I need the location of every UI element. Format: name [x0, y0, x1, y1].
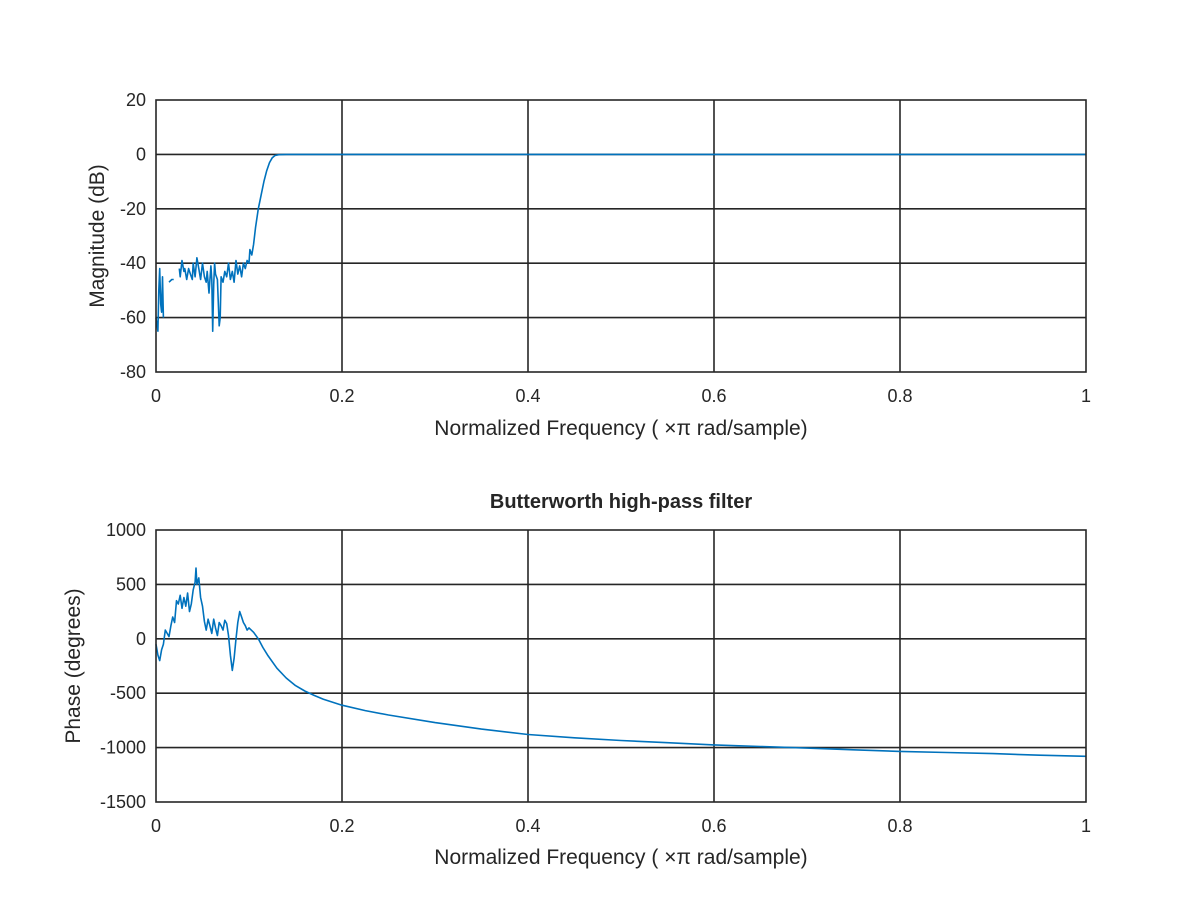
- y-tick-label: 20: [126, 90, 146, 110]
- x-tick-label: 0.8: [887, 816, 912, 836]
- series-line: [178, 153, 1086, 332]
- x-tick-label: 0: [151, 386, 161, 406]
- y-tick-label: 0: [136, 629, 146, 649]
- y-axis-label: Magnitude (dB): [86, 164, 109, 308]
- chart-title: Butterworth high-pass filter: [490, 491, 752, 513]
- y-tick-label: -500: [110, 683, 146, 703]
- x-tick-label: 0.8: [887, 386, 912, 406]
- series-line: [168, 278, 174, 283]
- y-tick-label: -20: [120, 199, 146, 219]
- x-tick-label: 0.4: [515, 386, 540, 406]
- y-tick-label: -80: [120, 362, 146, 382]
- x-tick-label: 0.6: [701, 386, 726, 406]
- x-axis-label: Normalized Frequency ( ×π rad/sample): [434, 417, 807, 440]
- plot-area: [156, 530, 1086, 802]
- series-line: [155, 567, 1087, 758]
- x-tick-label: 0.6: [701, 816, 726, 836]
- x-tick-label: 0.4: [515, 816, 540, 836]
- plot-area: [156, 100, 1086, 372]
- x-tick-label: 0.2: [329, 816, 354, 836]
- x-tick-label: 0: [151, 816, 161, 836]
- y-axis-label: Phase (degrees): [62, 588, 85, 743]
- y-tick-label: -40: [120, 253, 146, 273]
- y-tick-label: 500: [116, 574, 146, 594]
- series-line: [155, 267, 165, 332]
- y-tick-label: 1000: [106, 520, 146, 540]
- axes-magnitude: 0 0.2 0.4 0.6 0.8 1 20 0 -20 -40 -60 -80 Normalized …: [86, 90, 1091, 440]
- x-tick-label: 1: [1081, 386, 1091, 406]
- y-tick-label: 0: [136, 144, 146, 164]
- axes-frame: [155, 529, 1087, 803]
- y-tick-label: -1000: [100, 738, 146, 758]
- y-tick-label: -60: [120, 308, 146, 328]
- axes-frame: [155, 99, 1087, 373]
- y-tick-label: -1500: [100, 792, 146, 812]
- x-tick-label: 1: [1081, 816, 1091, 836]
- axes-phase: 0 0.2 0.4 0.6 0.8 1 1000 500 0 -500 -1000 -1500 Norm…: [62, 491, 1091, 869]
- x-tick-label: 0.2: [329, 386, 354, 406]
- x-axis-label: Normalized Frequency ( ×π rad/sample): [434, 846, 807, 869]
